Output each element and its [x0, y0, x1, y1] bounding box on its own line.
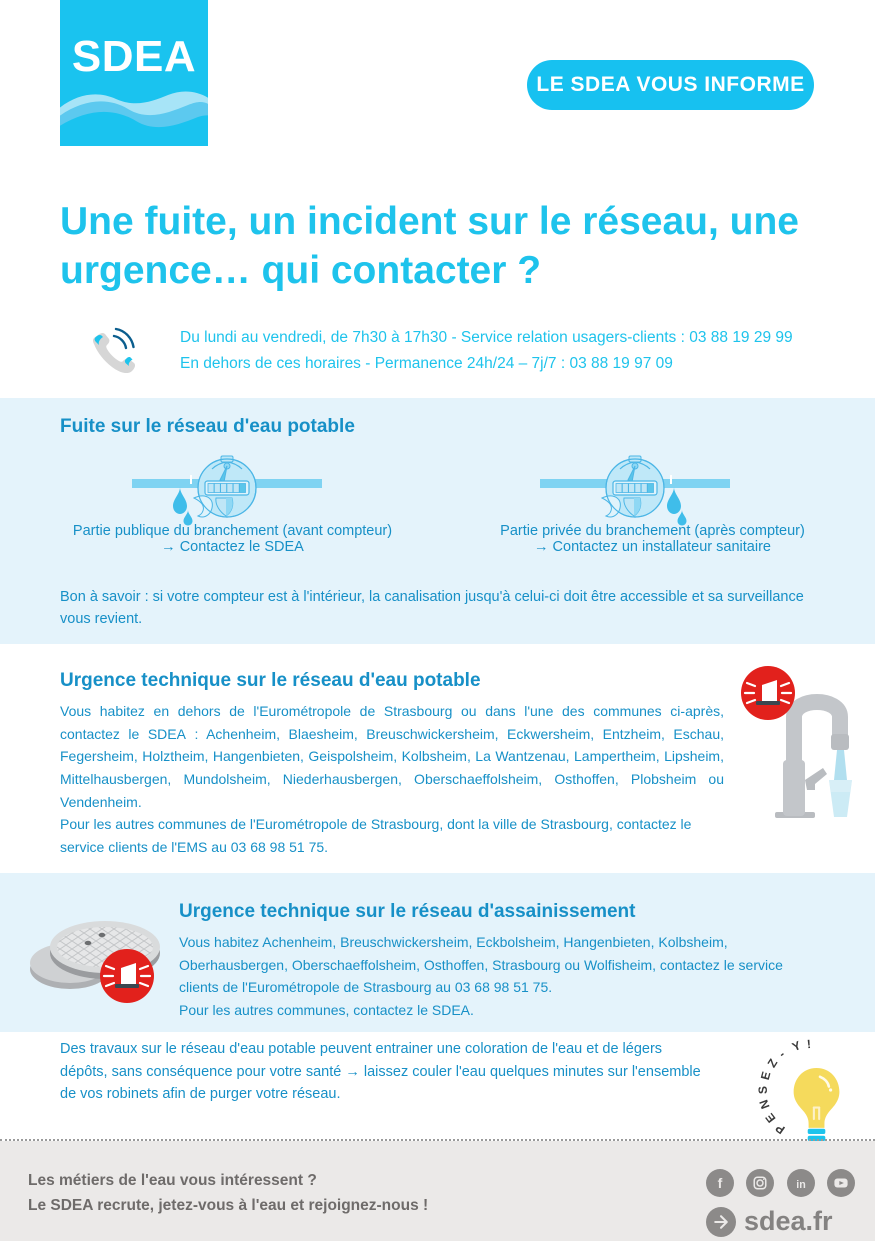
- svg-text:N: N: [756, 1098, 772, 1111]
- svg-text:P: P: [773, 1121, 788, 1137]
- svg-text:Z: Z: [765, 1056, 781, 1070]
- svg-text:E: E: [762, 1111, 778, 1126]
- svg-text:in: in: [796, 1179, 806, 1191]
- svg-text:S: S: [756, 1086, 770, 1095]
- svg-text:Y: Y: [790, 1038, 803, 1054]
- svg-text:f: f: [718, 1175, 723, 1191]
- svg-text:-: -: [776, 1047, 788, 1060]
- svg-text:!: !: [806, 1037, 811, 1051]
- svg-text:E: E: [758, 1070, 774, 1081]
